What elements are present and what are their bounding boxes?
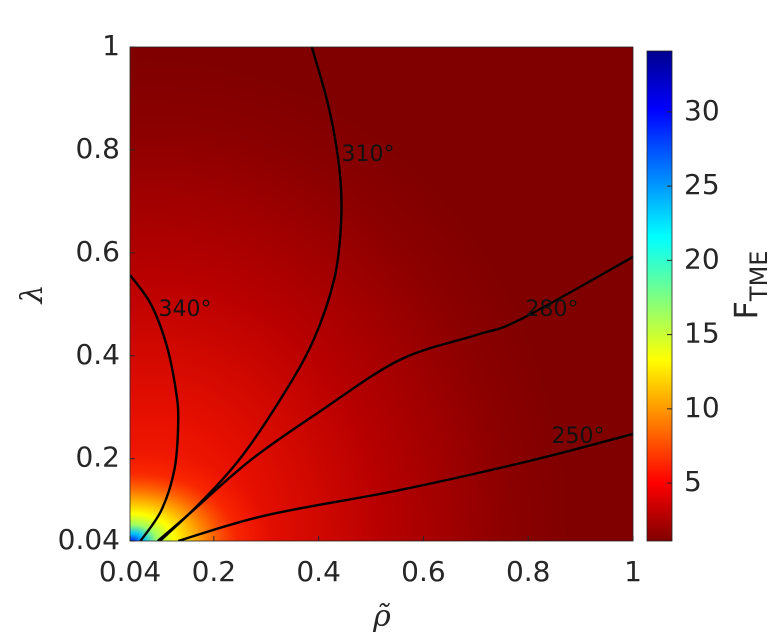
x-tick-label: 0.4 bbox=[296, 555, 341, 588]
plot-frame bbox=[129, 46, 634, 542]
contour-label: 250° bbox=[552, 424, 605, 449]
y-tick-label: 0.4 bbox=[75, 338, 120, 371]
colorbar-tick-label: 15 bbox=[684, 317, 720, 350]
contour-label: 310° bbox=[342, 142, 395, 167]
x-tick-label: 1 bbox=[624, 555, 642, 588]
contour-line bbox=[177, 432, 633, 541]
heatmap bbox=[130, 47, 633, 541]
colorbar-tick-label: 20 bbox=[684, 242, 720, 275]
colorbar bbox=[647, 51, 672, 541]
x-tick-label: 0.8 bbox=[506, 555, 551, 588]
colorbar-tick-label: 25 bbox=[684, 168, 720, 201]
colorbar-label-sub: TME bbox=[745, 251, 773, 303]
colorbar-label-main: F bbox=[727, 301, 765, 319]
x-tick-label: 0.6 bbox=[401, 555, 446, 588]
x-axis-label: ρ̃ bbox=[372, 599, 391, 634]
y-axis-label: λ bbox=[15, 284, 50, 304]
y-tick-label: 0.04 bbox=[58, 523, 120, 556]
contour-lines bbox=[130, 47, 633, 541]
x-tick-label: 0.2 bbox=[192, 555, 237, 588]
y-tick-label: 1 bbox=[102, 29, 120, 62]
x-tick-label: 0.04 bbox=[99, 555, 161, 588]
y-tick-label: 0.6 bbox=[75, 235, 120, 268]
contour-line bbox=[130, 274, 180, 541]
colorbar-frame bbox=[646, 50, 673, 542]
contour-label: 340° bbox=[159, 297, 212, 322]
colorbar-tick-label: 30 bbox=[684, 94, 720, 127]
contour-line bbox=[156, 255, 633, 541]
contour-line bbox=[159, 47, 343, 541]
colorbar-tick-label: 10 bbox=[684, 391, 720, 424]
y-tick-label: 0.8 bbox=[75, 132, 120, 165]
colorbar-label: FTME bbox=[727, 251, 773, 320]
y-tick-label: 0.2 bbox=[75, 441, 120, 474]
colorbar-tick-label: 5 bbox=[684, 465, 702, 498]
contour-label: 280° bbox=[526, 297, 579, 322]
